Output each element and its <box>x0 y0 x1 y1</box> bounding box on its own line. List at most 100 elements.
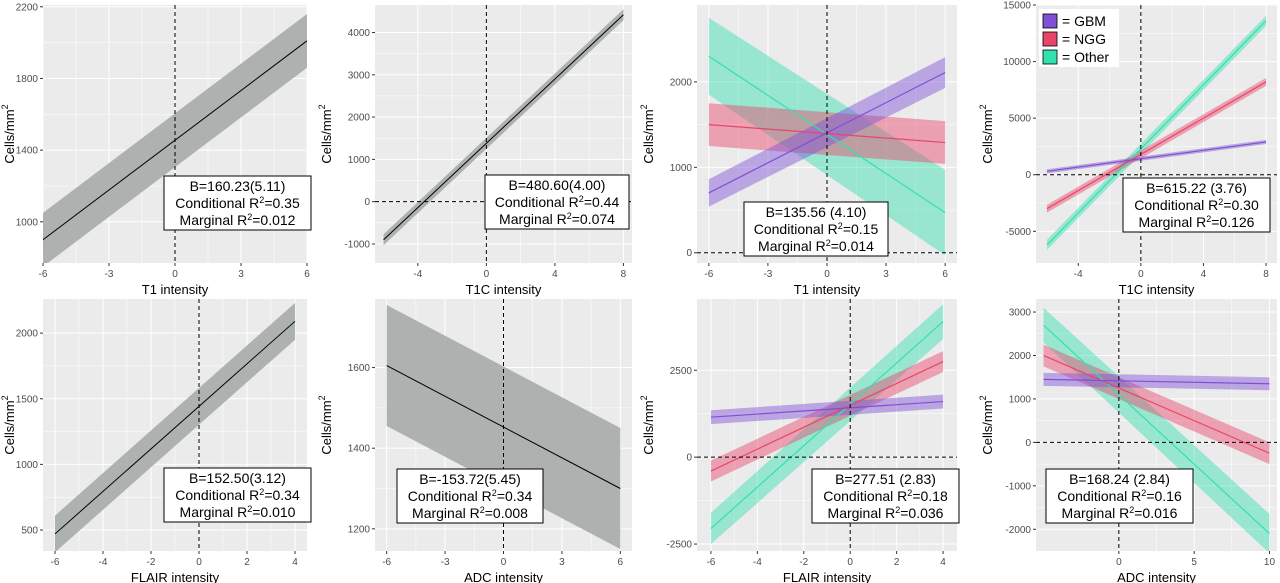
plot-area <box>1046 15 1267 250</box>
regression-line-all <box>54 320 296 535</box>
legend: = GBM = NGG = Other <box>1039 9 1119 67</box>
model-stats-box: B=-153.72(5.45)Conditional R2=0.34Margin… <box>396 468 544 524</box>
y-tick-label: 0 <box>686 453 692 464</box>
y-tick-label: 1000 <box>348 155 371 166</box>
y-axis-label: Cells/mm2 <box>0 395 17 454</box>
y-tick-label: 1200 <box>348 524 371 535</box>
x-tick-label: 6 <box>942 269 948 280</box>
marginal-r2-text: Marginal R2=0.126 <box>1139 214 1255 230</box>
y-tick-label: 1000 <box>670 163 693 174</box>
stats-box-border <box>163 467 312 523</box>
x-tick-label: -3 <box>441 557 450 568</box>
coefficient-text: B=152.50(3.12) <box>189 470 286 486</box>
conditional-r2-text: Conditional R2=0.30 <box>1134 197 1259 213</box>
x-tick-label: -3 <box>105 269 114 280</box>
coefficient-text: B=480.60(4.00) <box>509 177 606 193</box>
x-tick-label: 0 <box>172 269 178 280</box>
y-tick-label: 1600 <box>348 363 371 374</box>
y-tick-label: 4000 <box>348 28 371 39</box>
x-tick-label: 0 <box>484 269 490 280</box>
stats-box-border <box>811 468 960 524</box>
x-tick-label: 5 <box>1191 557 1197 568</box>
y-axis-label: Cells/mm2 <box>978 104 995 163</box>
y-tick-label: 3000 <box>348 70 371 81</box>
regression-line-gbm <box>1043 378 1270 385</box>
conditional-r2-text: Conditional R2=0.16 <box>1057 488 1182 504</box>
x-tick-label: -6 <box>39 269 48 280</box>
regression-line-ngg <box>710 361 944 472</box>
chart-panel-4: -4 0 4 8 -5000 0 5000 10000 15000 T1C intensity Ce… <box>978 1 1277 297</box>
legend-swatch-ngg <box>1042 31 1058 47</box>
y-tick-label: 0 <box>1025 170 1031 181</box>
x-tick-label: -4 <box>413 269 422 280</box>
regression-line-ngg <box>1046 81 1267 210</box>
x-axis-label: T1 intensity <box>142 282 209 297</box>
model-stats-box: B=135.56 (4.10)Conditional R2=0.15Margin… <box>743 201 889 257</box>
stats-box-border <box>1122 177 1271 233</box>
conditional-r2-text: Conditional R2=0.15 <box>754 221 879 237</box>
y-tick-label: -2000 <box>1005 525 1031 536</box>
x-tick-label: -4 <box>753 557 762 568</box>
y-tick-label: -2500 <box>666 540 692 551</box>
stats-box-border <box>163 175 312 231</box>
y-axis-label: Cells/mm2 <box>317 395 334 454</box>
x-tick-label: -2 <box>147 557 156 568</box>
ci-band-other <box>708 17 946 256</box>
y-tick-label: 1000 <box>16 217 39 228</box>
y-tick-label: 500 <box>21 526 38 537</box>
x-tick-label: 0 <box>196 557 202 568</box>
y-tick-label: -1000 <box>1005 481 1031 492</box>
coefficient-text: B=168.24 (2.84) <box>1069 471 1170 487</box>
regression-line-gbm <box>1046 141 1267 172</box>
x-axis-label: ADC intensity <box>1117 570 1196 583</box>
conditional-r2-text: Conditional R2=0.34 <box>175 487 300 503</box>
x-tick-label: -6 <box>706 557 715 568</box>
y-tick-label: 2500 <box>670 366 693 377</box>
y-axis-label: Cells/mm2 <box>317 104 334 163</box>
x-tick-label: 4 <box>1201 269 1207 280</box>
chart-panel-6: -6 -3 0 3 6 1200 1400 1600 ADC intensity Cells/mm… <box>317 299 632 583</box>
y-tick-label: 3000 <box>1009 308 1032 319</box>
y-axis-label: Cells/mm2 <box>978 395 995 454</box>
x-tick-label: 3 <box>238 269 244 280</box>
chart-panel-2: -4 0 4 8 -1000 0 1000 2000 3000 4000 T1C intensity… <box>317 5 632 297</box>
x-axis-label: T1 intensity <box>794 282 861 297</box>
marginal-r2-text: Marginal R2=0.008 <box>412 505 528 521</box>
conditional-r2-text: Conditional R2=0.18 <box>823 488 948 504</box>
legend-swatch-other <box>1042 49 1058 65</box>
stats-box-border <box>396 468 544 524</box>
legend-label-gbm: = GBM <box>1062 13 1106 29</box>
conditional-r2-text: Conditional R2=0.35 <box>175 195 300 211</box>
x-tick-label: 4 <box>940 557 946 568</box>
x-tick-label: -6 <box>382 557 391 568</box>
plot-area <box>710 304 944 545</box>
x-tick-label: 0 <box>501 557 507 568</box>
coefficient-text: B=135.56 (4.10) <box>766 204 867 220</box>
chart-panel-5: -6 -4 -2 0 2 4 500 1000 1500 2000 FLAIR intensity C… <box>0 299 312 583</box>
x-tick-label: 3 <box>883 269 889 280</box>
regression-line-gbm <box>710 400 944 418</box>
x-tick-label: 8 <box>1263 269 1269 280</box>
marginal-r2-text: Marginal R2=0.012 <box>180 212 296 228</box>
x-axis-label: T1C intensity <box>1119 282 1195 297</box>
stats-box-border <box>484 174 630 230</box>
x-tick-label: 10 <box>1264 557 1276 568</box>
coefficient-text: B=615.22 (3.76) <box>1146 180 1247 196</box>
regression-line-other <box>1046 20 1267 246</box>
y-tick-label: 2000 <box>16 329 39 340</box>
model-stats-box: B=615.22 (3.76)Conditional R2=0.30Margin… <box>1122 177 1271 233</box>
y-tick-label: 0 <box>364 197 370 208</box>
x-tick-label: 6 <box>618 557 624 568</box>
chart-panel-1: -6 -3 0 3 6 1000 1400 1800 2200 T1 intensity Cells… <box>0 2 312 297</box>
y-tick-label: 1400 <box>16 146 39 157</box>
legend-label-other: = Other <box>1062 49 1109 65</box>
x-tick-label: 4 <box>292 557 298 568</box>
y-tick-label: -1000 <box>344 239 370 250</box>
model-stats-box: B=160.23(5.11)Conditional R2=0.35Margina… <box>163 175 312 231</box>
chart-panel-3: -6 -3 0 3 6 0 1000 2000 T1 intensity Cells/mm2 B=1… <box>639 5 957 297</box>
regression-line-other <box>1043 324 1270 535</box>
regression-line-other <box>710 321 944 529</box>
coefficient-text: B=277.51 (2.83) <box>835 471 936 487</box>
x-tick-label: 0 <box>1116 557 1122 568</box>
model-stats-box: B=168.24 (2.84)Conditional R2=0.16Margin… <box>1045 468 1194 524</box>
